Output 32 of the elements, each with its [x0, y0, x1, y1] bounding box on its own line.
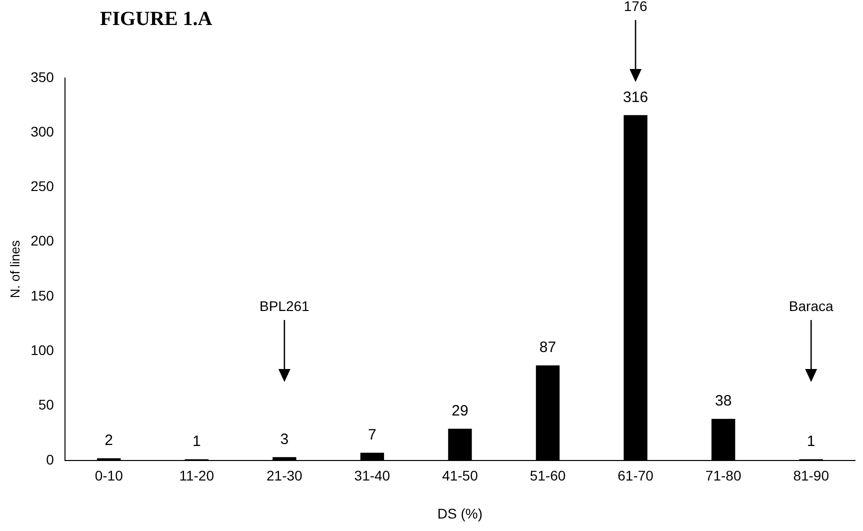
annotation: Baraca	[788, 298, 834, 314]
x-tick-label: 71-80	[705, 468, 742, 484]
data-label: 87	[539, 338, 556, 356]
y-tick-label: 50	[38, 396, 54, 413]
data-label: 3	[280, 430, 289, 448]
y-tick-label: 150	[30, 287, 54, 304]
x-tick-label: 81-90	[793, 468, 830, 484]
data-label: 29	[452, 402, 468, 420]
text: 176	[624, 0, 648, 14]
x-tick-label: 0-10	[94, 468, 124, 484]
data-label: 2	[104, 432, 114, 449]
y-tick-label: 350	[30, 68, 54, 85]
y-tick-label: 100	[30, 342, 54, 358]
y-axis-title: N. of lines	[7, 240, 22, 298]
chart-title: FIGURE 1.A	[100, 8, 212, 31]
x-tick-label: 31-40	[354, 468, 390, 484]
x-axis-title: DS (%)	[437, 505, 483, 522]
data-label: 1	[806, 432, 816, 450]
y-tick-label: 300	[30, 123, 54, 140]
x-tick-label: 41-50	[442, 468, 478, 484]
data-label: 316	[623, 88, 648, 106]
x-tick-label: 11-20	[179, 468, 214, 484]
y-tick-label: 250	[30, 178, 54, 194]
annotation: BPL261	[260, 298, 310, 314]
y-tick-label: 0	[46, 451, 54, 468]
x-tick-label: 21-30	[266, 468, 303, 484]
data-label: 7	[368, 426, 376, 444]
x-tick-label: 61-70	[618, 468, 654, 484]
data-label: 1	[192, 432, 201, 450]
data-label: 38	[714, 392, 732, 410]
x-tick-label: 51-60	[530, 468, 566, 484]
y-tick-label: 200	[30, 232, 54, 249]
